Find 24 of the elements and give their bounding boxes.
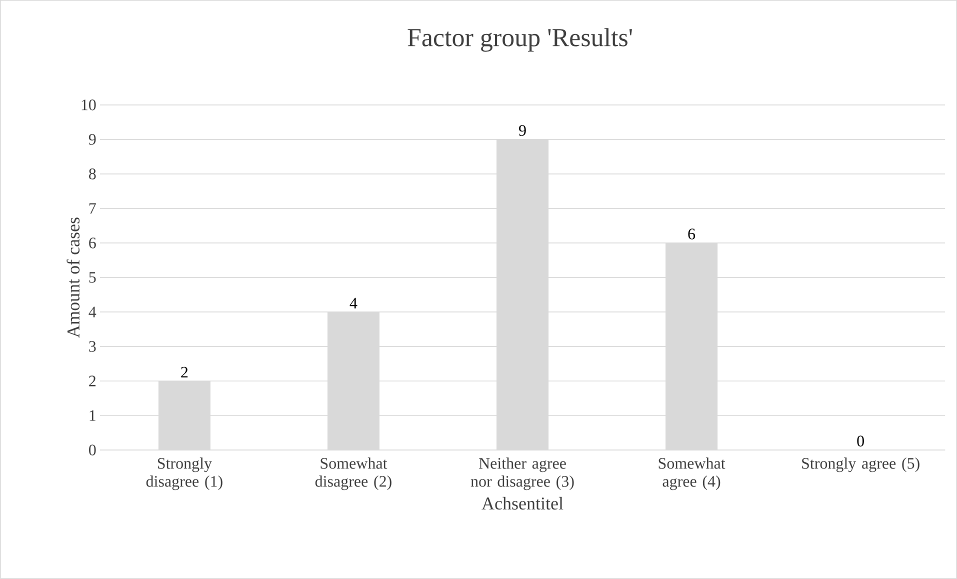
- data-label: 2: [181, 366, 188, 378]
- y-tick-label: 6: [89, 238, 96, 248]
- y-tick-label: 7: [89, 203, 96, 214]
- y-axis-title: Amount of cases: [66, 218, 80, 338]
- x-tick-label: Neither agree nor disagree (3): [470, 458, 574, 490]
- y-tick-label: 8: [89, 168, 96, 180]
- y-tick-label: 9: [88, 134, 96, 145]
- y-tick-label: 1: [90, 410, 96, 421]
- y-tick-label: 3: [89, 341, 96, 352]
- data-label: 6: [688, 228, 696, 240]
- y-tick-label: 10: [82, 100, 96, 110]
- y-tick-label: 4: [88, 306, 96, 318]
- x-tick-label: Strongly agree (5): [802, 458, 920, 472]
- y-tick-label: 0: [89, 444, 96, 456]
- x-tick-label: Somewhat disagree (2): [315, 458, 392, 490]
- y-tick-label: 2: [89, 376, 96, 386]
- data-label: 9: [519, 125, 526, 136]
- chart-title: Factor group 'Results': [408, 28, 632, 52]
- x-axis-title: Achsentitel: [482, 496, 564, 510]
- data-label: 0: [857, 436, 864, 446]
- x-tick-label: Strongly disagree (1): [146, 458, 222, 490]
- data-label: 4: [350, 298, 358, 308]
- x-tick-label: Somewhat agree (4): [658, 458, 726, 490]
- y-tick-label: 5: [89, 272, 96, 283]
